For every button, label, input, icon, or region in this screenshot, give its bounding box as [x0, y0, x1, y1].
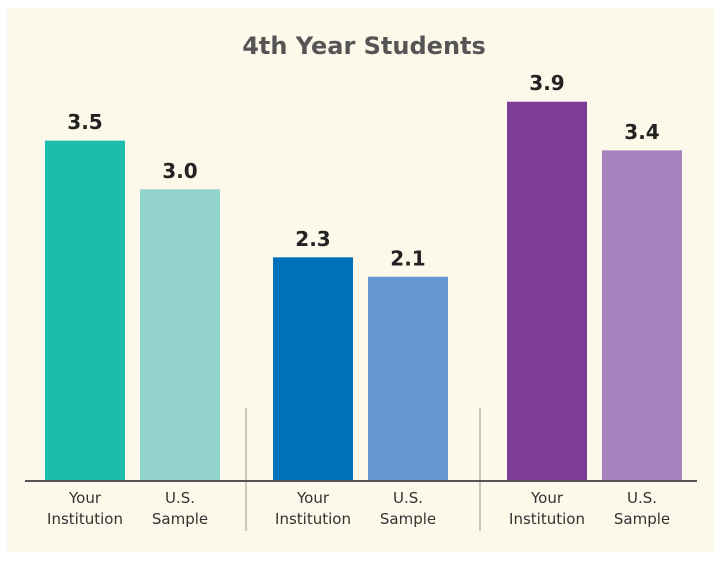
chart-title: 4th Year Students: [242, 32, 486, 60]
value-label: 2.1: [390, 246, 425, 270]
value-label: 3.4: [624, 120, 659, 144]
bar: [507, 101, 587, 481]
value-label: 2.3: [295, 227, 330, 251]
bar: [140, 189, 220, 481]
bar: [602, 150, 682, 481]
x-tick-label: Your Institution: [275, 489, 351, 528]
x-tick-label: U.S. Sample: [614, 489, 670, 528]
bar: [45, 140, 125, 481]
x-tick-label: Your Institution: [509, 489, 585, 528]
value-label: 3.0: [162, 159, 197, 183]
x-tick-label: Your Institution: [47, 489, 123, 528]
bar: [273, 257, 353, 481]
value-label: 3.5: [67, 110, 102, 134]
value-label: 3.9: [529, 71, 564, 95]
bar: [368, 276, 448, 481]
x-tick-label: U.S. Sample: [152, 489, 208, 528]
x-tick-label: U.S. Sample: [380, 489, 436, 528]
